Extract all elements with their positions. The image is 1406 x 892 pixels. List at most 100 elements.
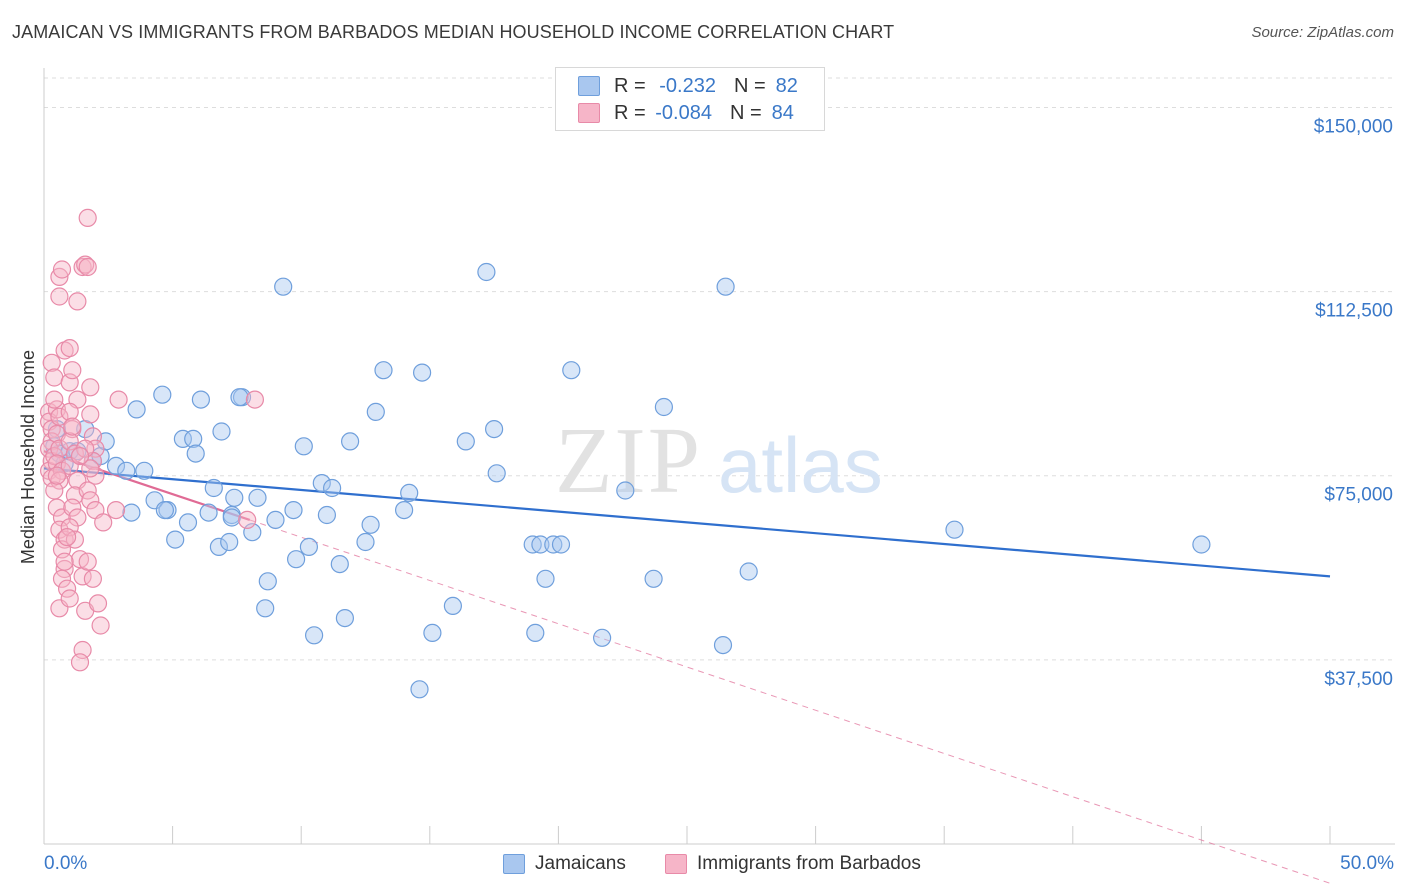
jamaican-point: [366, 402, 385, 421]
barbados-point: [60, 589, 79, 608]
jamaican-point: [135, 461, 154, 480]
legend-swatch-blue: [578, 76, 600, 96]
barbados-point: [63, 417, 82, 436]
jamaican-point: [305, 626, 324, 645]
bottom-legend-label: Jamaicans: [535, 853, 626, 874]
jamaican-point: [248, 488, 267, 507]
jamaican-point: [106, 456, 126, 475]
jamaican-point: [456, 432, 475, 451]
barbados-point: [63, 498, 82, 517]
bottom-swatch-pink: [665, 854, 687, 874]
jamaican-point: [294, 437, 313, 456]
barbados-trend-extension: [249, 519, 1331, 884]
barbados-point: [45, 368, 64, 387]
watermark-atlas: atlas: [718, 421, 883, 509]
barbados-point: [50, 267, 69, 286]
barbados-point: [81, 459, 100, 478]
y-tick-label: $75,000: [1324, 485, 1393, 506]
barbados-point: [42, 353, 61, 372]
barbados-point: [60, 402, 79, 421]
barbados-point: [55, 552, 74, 571]
barbados-point: [94, 513, 113, 532]
barbados-point: [78, 208, 97, 227]
barbados-point: [106, 501, 126, 520]
barbados-point: [45, 481, 64, 500]
legend-row-barbados: R = -0.084 N = 84: [578, 100, 794, 126]
barbados-point: [83, 569, 103, 588]
bottom-legend-jamaicans: Jamaicans: [503, 852, 626, 876]
jamaican-point: [400, 483, 419, 502]
barbados-point: [57, 527, 77, 547]
jamaican-point: [945, 520, 964, 539]
barbados-point: [238, 510, 257, 530]
jamaican-point: [410, 680, 429, 699]
jamaican-point: [374, 361, 393, 380]
jamaican-point: [616, 481, 635, 500]
legend-n-label: N =: [733, 74, 766, 97]
barbados-point: [73, 257, 92, 277]
stats-legend: R = -0.232 N = 82 R = -0.084 N = 84: [555, 67, 825, 131]
legend-r-value: -0.084: [655, 101, 712, 124]
jamaican-point: [127, 400, 146, 419]
jamaican-point: [413, 363, 432, 382]
axis-labels: $37,500 $75,000 $112,500 $150,000 0.0% 50.0% M…: [18, 116, 1394, 874]
jamaican-point: [312, 474, 331, 493]
watermark: ZIP atlas: [555, 409, 883, 513]
barbados-point: [109, 390, 128, 409]
barbados-point: [81, 491, 100, 510]
jamaican-point: [485, 420, 504, 439]
jamaican-point: [654, 397, 674, 417]
jamaican-point: [536, 569, 555, 588]
jamaican-point: [531, 535, 550, 554]
barbados-point: [60, 339, 79, 358]
y-tick-label: $150,000: [1314, 116, 1393, 137]
legend-row-jamaicans: R = -0.232 N = 82: [578, 73, 798, 99]
barbados-point: [70, 653, 90, 672]
jamaican-point: [284, 501, 303, 520]
jamaican-point: [317, 505, 336, 525]
jamaican-point: [184, 429, 203, 448]
barbados-point: [45, 390, 64, 409]
bottom-swatch-blue: [503, 854, 525, 874]
legend-n-label: N =: [729, 101, 762, 124]
jamaican-point: [361, 515, 380, 534]
jamaican-point: [225, 488, 244, 507]
y-axis-label: Median Household Income: [18, 350, 38, 564]
jamaican-point: [209, 537, 228, 557]
barbados-point: [76, 255, 95, 274]
jamaican-point: [739, 562, 758, 581]
jamaican-point: [716, 277, 735, 296]
jamaican-point: [323, 478, 342, 498]
barbados-point: [47, 498, 67, 517]
jamaican-point: [335, 608, 354, 628]
jamaican-point: [477, 262, 496, 282]
jamaican-point: [592, 628, 612, 647]
jamaican-point: [199, 503, 218, 522]
jamaican-point: [395, 501, 414, 520]
barbados-point: [50, 471, 69, 490]
legend-swatch-pink: [578, 103, 600, 123]
jamaican-point: [220, 532, 239, 552]
jamaican-point: [166, 530, 185, 549]
jamaican-point: [178, 513, 198, 532]
jamaican-point: [551, 535, 571, 554]
legend-n-value: 84: [771, 101, 794, 124]
barbados-point: [78, 257, 97, 277]
barbados-point: [68, 508, 87, 527]
barbados-point: [81, 405, 100, 424]
data-points: [39, 208, 1211, 699]
jamaican-trend-line: [43, 467, 1331, 578]
jamaican-point: [330, 554, 349, 574]
barbados-point: [81, 378, 100, 397]
barbados-point: [50, 287, 69, 306]
jamaican-point: [523, 535, 542, 554]
jamaican-point: [1192, 535, 1211, 554]
barbados-point: [70, 447, 90, 466]
jamaican-point: [204, 478, 223, 498]
jamaican-point: [186, 444, 205, 463]
x-tick-label: 50.0%: [1340, 853, 1394, 874]
jamaican-point: [230, 388, 249, 407]
jamaican-point: [117, 461, 136, 480]
jamaican-point: [544, 535, 563, 554]
